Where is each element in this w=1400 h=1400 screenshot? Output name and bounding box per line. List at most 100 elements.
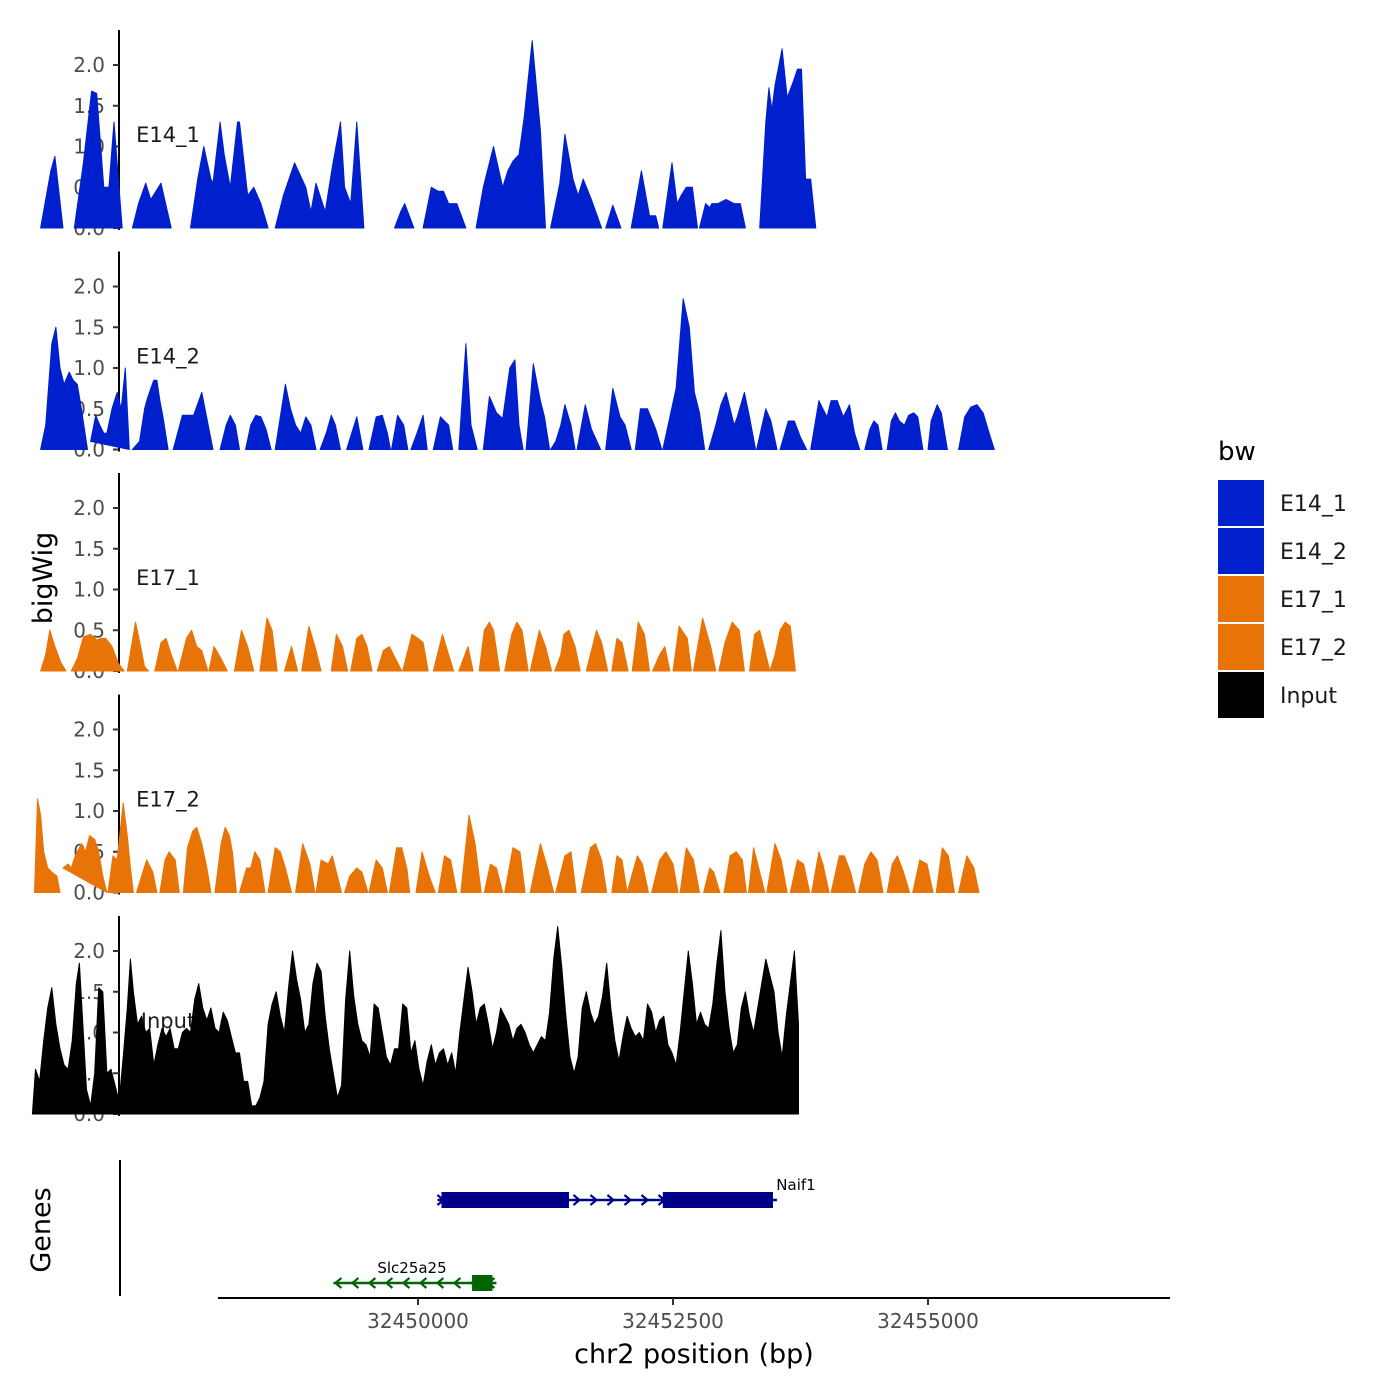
signal-area [864,420,883,450]
legend-swatch [1218,624,1264,670]
signal-area [475,40,546,229]
y-tick-label: 1.0 [73,578,105,602]
signal-area [611,637,629,672]
gene-exon [472,1275,493,1291]
signal-area [692,617,717,672]
signal-area [529,843,555,893]
legend-swatch [1218,672,1264,718]
signal-area [458,343,478,450]
y-tick-label: 2.0 [73,939,105,963]
track-label: E14_2 [136,345,200,370]
signal-area [766,843,788,893]
gene-models: Naif1 Slc25a25 [333,1176,816,1291]
y-tick-label: 2.0 [73,53,105,77]
signal-area [274,383,317,450]
signal-area [319,414,341,450]
signal-area [70,633,125,672]
signal-area [432,416,454,450]
legend-label: E17_1 [1280,588,1347,613]
signal-area [391,414,409,450]
legend-label: E17_2 [1280,636,1347,661]
x-tick-label: 32450000 [367,1309,469,1333]
signal-area [626,855,649,893]
signal-area [40,155,64,229]
genes-panel: Genes Naif1 Slc25a25 [26,1160,816,1296]
signal-area [410,414,428,450]
signal-area [679,847,700,893]
strand-chevron [333,1277,343,1289]
signal-area [478,621,501,672]
signal-area [580,843,608,893]
signal-area [40,326,88,450]
signal-area [830,855,857,893]
legend-title: bw [1218,437,1256,467]
signal-area [350,633,373,672]
signal-area [529,629,553,672]
signal-area [756,408,778,450]
gene-Naif1: Naif1 [436,1176,816,1208]
signal-area [182,826,212,893]
signal-area [31,926,799,1115]
signal-area [267,847,292,893]
gene-exon [662,1192,773,1208]
signal-area [73,90,123,229]
signal-area [90,367,130,450]
signal-area [330,633,349,672]
signal-area [708,391,757,450]
signal-area [912,859,934,893]
signal-area [239,851,266,893]
signal-area [723,851,747,893]
signal-area [214,826,237,893]
signal-area [458,646,474,672]
signal-area [376,646,403,672]
signal-area [718,621,745,672]
signal-area [811,851,830,893]
y-tick-label: 1.5 [73,537,105,561]
signal-area [154,637,178,672]
signal-area [415,851,436,893]
genes-panel-title: Genes [26,1187,57,1272]
signal-area [886,855,911,893]
signal-area [34,798,61,893]
signal-area [703,867,721,893]
signal-area [136,859,158,893]
signal-area [315,855,342,893]
signal-area [651,851,679,893]
y-tick-label: 1.5 [73,315,105,339]
signal-area [233,629,255,672]
signal-area [394,203,415,229]
signal-area [460,814,482,893]
signal-area [190,121,269,229]
strand-chevron [640,1194,650,1206]
signal-area [62,835,108,893]
signal-area [810,400,861,450]
signal-area [550,404,576,450]
signal-area [927,404,948,450]
signal-area [759,48,817,229]
signal-area [482,359,524,450]
strand-chevron [572,1194,582,1206]
signal-area [422,186,467,229]
y-axis-title: bigWig [28,532,59,625]
legend-swatch [1218,576,1264,622]
signal-area [208,646,228,672]
strand-chevron [589,1194,599,1206]
signal-area [131,379,169,450]
signal-area [283,646,299,672]
signal-area [504,621,529,672]
x-tick-label: 32452500 [622,1309,724,1333]
x-tick-label: 32455000 [877,1309,979,1333]
strand-chevron [367,1277,377,1289]
signal-area [368,414,391,450]
track-label: E17_2 [136,788,200,813]
signal-area [274,121,365,229]
signal-area [388,847,411,893]
signal-area [504,847,526,893]
track-label: E17_1 [136,566,200,591]
